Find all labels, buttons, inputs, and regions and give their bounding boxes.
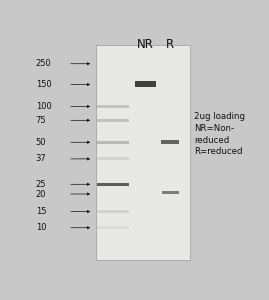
Text: 10: 10	[36, 223, 46, 232]
Text: 2ug loading
NR=Non-
reduced
R=reduced: 2ug loading NR=Non- reduced R=reduced	[194, 112, 245, 156]
Text: 250: 250	[36, 59, 51, 68]
Text: 50: 50	[36, 138, 46, 147]
Text: 150: 150	[36, 80, 51, 89]
Bar	[96, 45, 190, 260]
Bar	[97, 105, 129, 108]
Bar	[97, 210, 129, 213]
Bar	[161, 140, 179, 144]
Text: 25: 25	[36, 180, 46, 189]
Text: 75: 75	[36, 116, 46, 125]
Text: NR: NR	[137, 38, 154, 51]
Bar	[97, 226, 129, 229]
Text: 15: 15	[36, 207, 46, 216]
Text: 100: 100	[36, 102, 51, 111]
Text: 20: 20	[36, 190, 46, 199]
Bar	[97, 183, 129, 186]
Bar	[135, 81, 155, 87]
Text: R: R	[166, 38, 174, 51]
Bar	[97, 141, 129, 144]
Bar	[97, 158, 129, 160]
Text: 37: 37	[36, 154, 47, 164]
Bar	[97, 119, 129, 122]
Bar	[162, 191, 179, 194]
